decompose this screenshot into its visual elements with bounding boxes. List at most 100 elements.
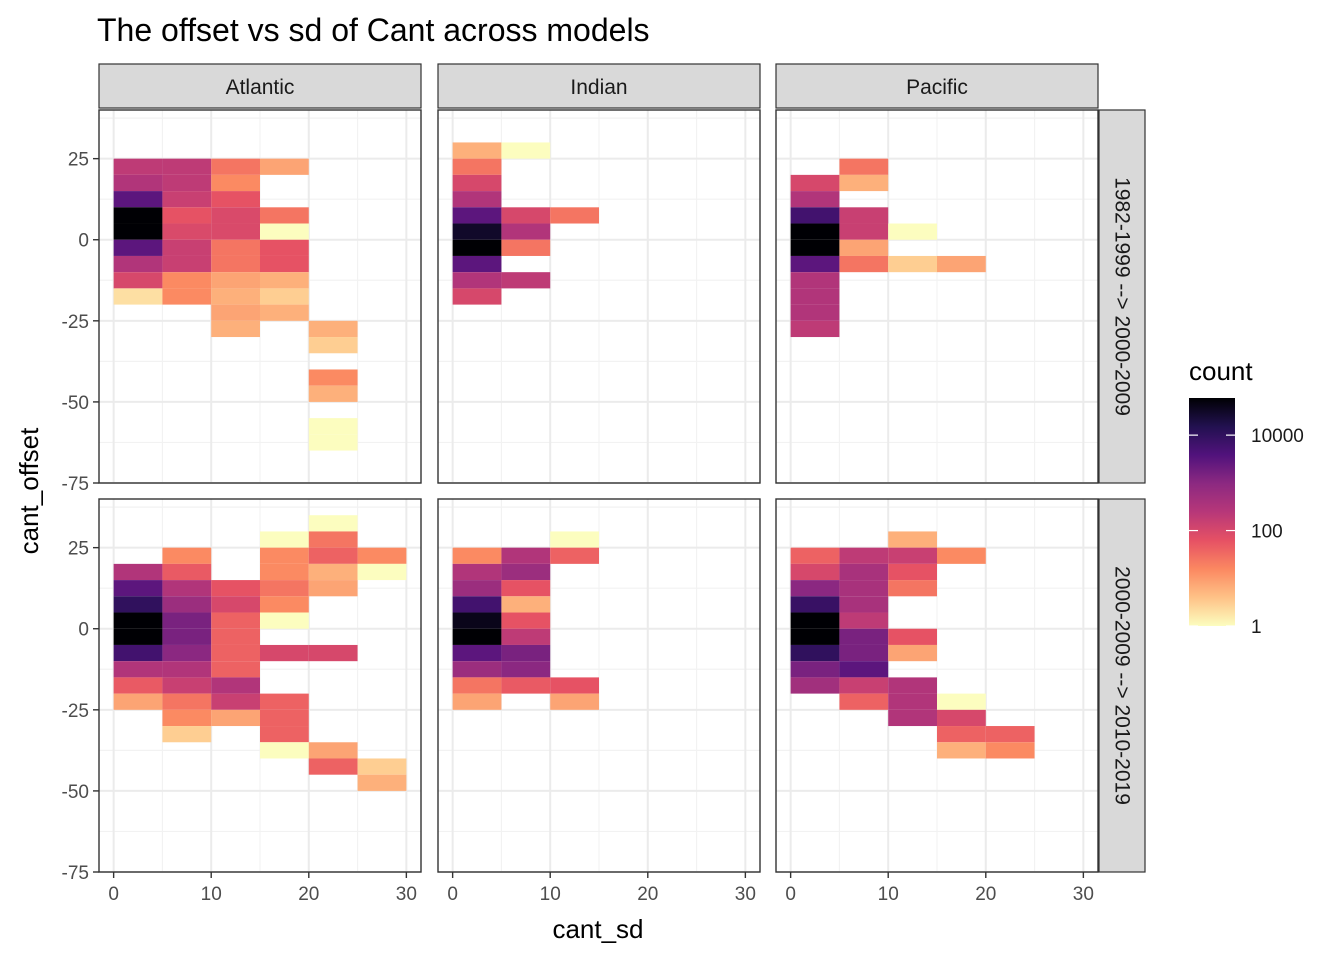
heat-tile xyxy=(211,320,260,338)
heat-tile xyxy=(211,223,260,240)
heat-tile xyxy=(501,661,551,678)
facet-strip-label: Indian xyxy=(570,76,627,99)
heat-tile xyxy=(211,661,260,678)
row-strip-2: 2000-2009 --> 2010-2019 xyxy=(1098,498,1146,873)
heat-tile xyxy=(985,726,1035,743)
heat-tile xyxy=(211,580,260,597)
heat-tile xyxy=(162,709,212,727)
heat-tile xyxy=(113,223,163,240)
heat-tile xyxy=(937,742,986,759)
panel-indian-row2: 0 10 20 30 xyxy=(437,498,761,905)
heat-tile xyxy=(452,612,502,629)
row-strip-bg xyxy=(1098,498,1146,873)
heat-tile xyxy=(839,628,889,645)
heat-tile xyxy=(113,580,163,597)
x-tick-label: 10 xyxy=(878,884,899,905)
heat-tile xyxy=(452,677,502,694)
heat-tile xyxy=(211,596,260,613)
panel-pacific-row2: 0 10 20 30 xyxy=(775,498,1099,905)
row-strip-label: 2000-2009 --> 2010-2019 xyxy=(1111,566,1134,805)
heat-tile xyxy=(452,580,502,597)
x-tick-label: 20 xyxy=(975,884,996,905)
heat-tile xyxy=(211,709,260,727)
heat-tile xyxy=(162,644,212,662)
x-tick-label: 0 xyxy=(785,884,796,905)
y-axis-title: cant_offset xyxy=(14,427,44,555)
heat-tile xyxy=(211,239,260,256)
heat-tile xyxy=(357,758,407,775)
panel-border xyxy=(775,498,1099,873)
heat-tile xyxy=(452,272,502,289)
heat-tile xyxy=(452,693,502,710)
heat-tile xyxy=(790,661,840,678)
heat-tile xyxy=(937,255,986,273)
heat-tile xyxy=(790,288,840,305)
heat-tile xyxy=(308,531,358,548)
heat-tile xyxy=(162,207,212,224)
heat-tile xyxy=(790,223,840,240)
heat-tile xyxy=(839,612,889,629)
heat-tile xyxy=(790,677,840,694)
row-strip-label: 1982-1999 --> 2000-2009 xyxy=(1111,177,1134,416)
heat-tile xyxy=(839,644,889,662)
heat-tile xyxy=(985,742,1035,759)
heat-tile xyxy=(260,612,309,629)
heat-tile xyxy=(550,207,599,224)
heat-tile xyxy=(937,547,986,564)
heat-tile xyxy=(308,563,358,581)
heat-tile xyxy=(452,207,502,224)
facet-strip-label: Pacific xyxy=(906,76,968,99)
heat-tile xyxy=(452,547,502,564)
heat-tile xyxy=(162,158,212,175)
heat-tile xyxy=(260,304,309,321)
heat-tile xyxy=(260,288,309,305)
heat-tile xyxy=(260,644,309,662)
panel-border xyxy=(98,109,422,484)
heat-tile xyxy=(211,612,260,629)
heat-tile xyxy=(501,547,551,564)
panel-border xyxy=(775,109,1099,484)
heat-tile xyxy=(308,385,358,402)
heat-tile xyxy=(211,158,260,175)
heat-tile xyxy=(839,547,889,564)
heat-tile xyxy=(260,223,309,240)
x-axis-title: cant_sd xyxy=(552,914,643,944)
x-tick-label: 30 xyxy=(735,884,756,905)
heat-tile xyxy=(113,628,163,645)
y-tick-label: -75 xyxy=(62,474,89,495)
panel-atlantic-row2: -75 -50 -25 0 25 0 10 20 30 xyxy=(62,498,422,905)
heat-tile xyxy=(839,580,889,597)
heat-tile xyxy=(501,272,551,289)
heat-tile xyxy=(452,288,502,305)
heat-tile xyxy=(211,288,260,305)
facet-strip-bg xyxy=(775,63,1099,109)
heat-tile xyxy=(211,207,260,224)
heat-tile xyxy=(211,693,260,710)
x-tick-label: 30 xyxy=(396,884,417,905)
heat-tile xyxy=(452,644,502,662)
heat-tile xyxy=(790,191,840,208)
heat-tile xyxy=(113,693,163,710)
heat-tile xyxy=(888,709,937,727)
heat-tile xyxy=(452,239,502,256)
heat-tile xyxy=(550,693,599,710)
chart-title: The offset vs sd of Cant across models xyxy=(97,12,650,48)
heat-tile xyxy=(113,158,163,175)
y-tick-label: 0 xyxy=(78,231,89,252)
legend-label: 1 xyxy=(1251,617,1262,638)
heat-tile xyxy=(113,612,163,629)
heat-tile xyxy=(162,693,212,710)
heat-tile xyxy=(452,596,502,613)
y-tick-label: 25 xyxy=(68,539,89,560)
heat-tile xyxy=(308,580,358,597)
heat-tile xyxy=(113,272,163,289)
heat-tile xyxy=(308,547,358,564)
heat-tile xyxy=(113,644,163,662)
heat-tile xyxy=(162,563,212,581)
x-tick-label: 10 xyxy=(540,884,561,905)
heat-tile xyxy=(211,628,260,645)
heat-tile xyxy=(113,596,163,613)
heat-tile xyxy=(308,758,358,775)
heat-tile xyxy=(260,693,309,710)
heat-tile xyxy=(260,709,309,727)
